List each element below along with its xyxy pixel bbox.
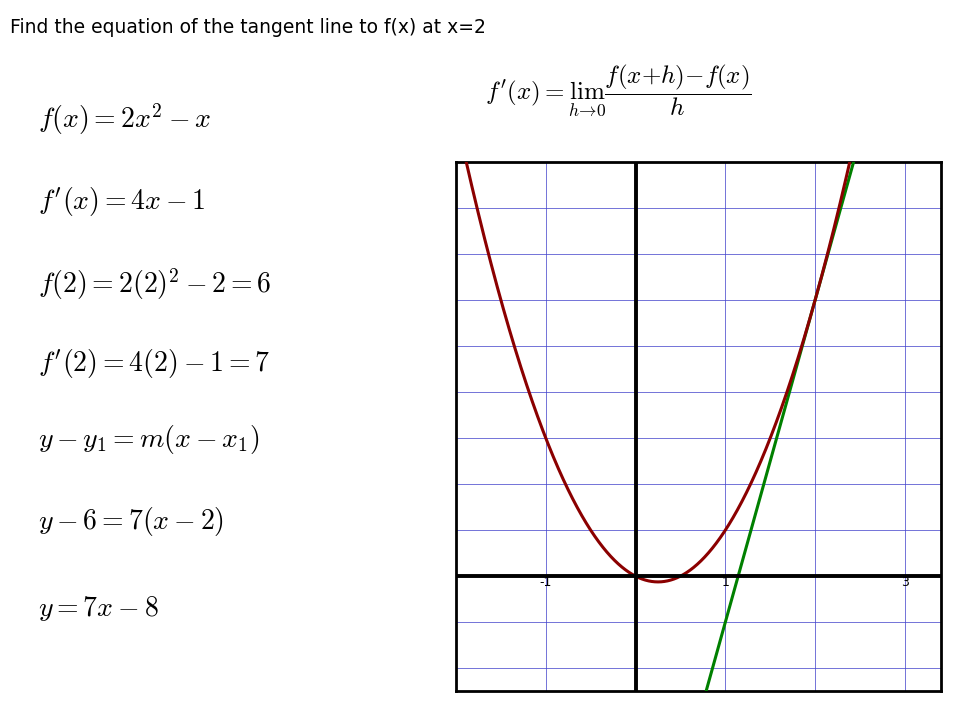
Text: $f'(x) = 4x - 1$: $f'(x) = 4x - 1$ (38, 185, 206, 218)
Text: $f(2) = 2(2)^2 - 2 = 6$: $f(2) = 2(2)^2 - 2 = 6$ (38, 266, 272, 302)
Text: 3: 3 (900, 576, 909, 589)
Text: $y = 7x - 8$: $y = 7x - 8$ (38, 594, 159, 623)
Text: $y - y_1 = m(x - x_1)$: $y - y_1 = m(x - x_1)$ (38, 423, 259, 456)
Text: 1: 1 (721, 576, 730, 589)
Text: $f(x) = 2x^2 - x$: $f(x) = 2x^2 - x$ (38, 101, 211, 137)
Text: $f'(x) = \lim_{h \to 0} \dfrac{f(x+h)-f(x)}{h}$: $f'(x) = \lim_{h \to 0} \dfrac{f(x+h)-f(… (485, 62, 752, 118)
Text: -1: -1 (540, 576, 552, 589)
Text: $y - 6 = 7(x - 2)$: $y - 6 = 7(x - 2)$ (38, 505, 225, 539)
Text: $f'(2) = 4(2) - 1 = 7$: $f'(2) = 4(2) - 1 = 7$ (38, 347, 271, 380)
Text: Find the equation of the tangent line to f(x) at x=2: Find the equation of the tangent line to… (10, 18, 486, 37)
